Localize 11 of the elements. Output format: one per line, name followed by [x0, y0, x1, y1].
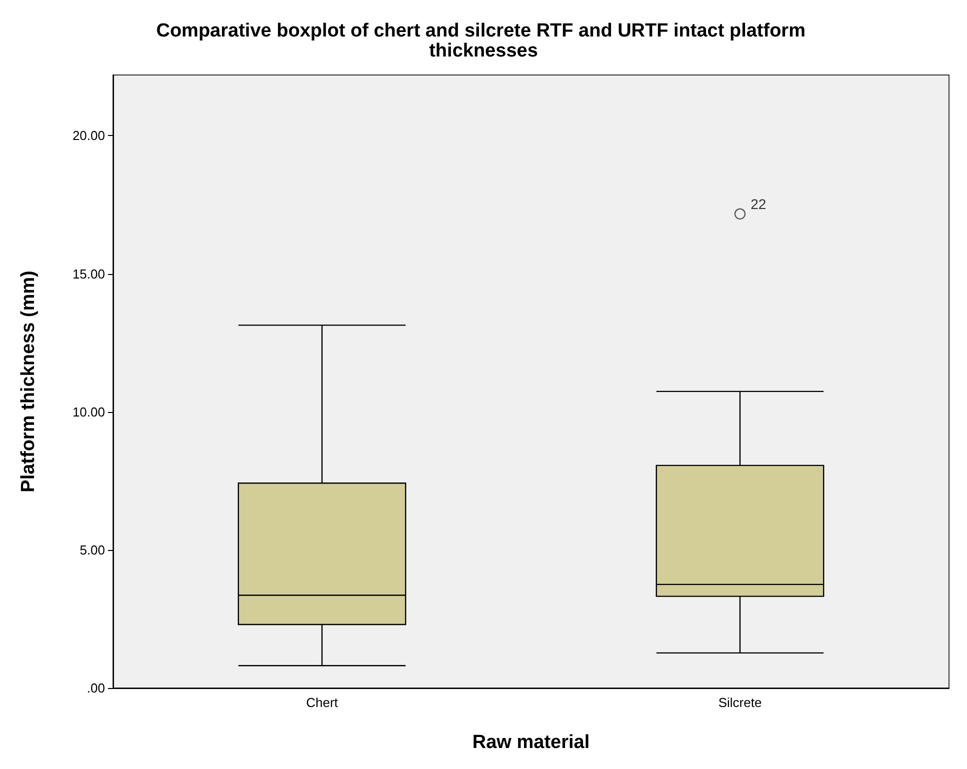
y-tick-label: 15.00: [72, 266, 105, 282]
y-tick-label: .00: [86, 680, 105, 696]
x-tick-label: Chert: [306, 695, 338, 710]
annotation: 22: [750, 196, 766, 212]
x-axis-title: Raw material: [472, 732, 590, 753]
chart-title: Comparative boxplot of chert and silcrete RTF and URTF intact platform thicknesses: [156, 20, 811, 62]
y-tick-label: 20.00: [72, 128, 105, 144]
y-tick-label: 10.00: [72, 404, 105, 420]
x-tick-label: Silcrete: [718, 695, 762, 710]
y-tick-label: 5.00: [80, 542, 105, 558]
y-axis-title: Platform thickness (mm): [18, 270, 39, 492]
